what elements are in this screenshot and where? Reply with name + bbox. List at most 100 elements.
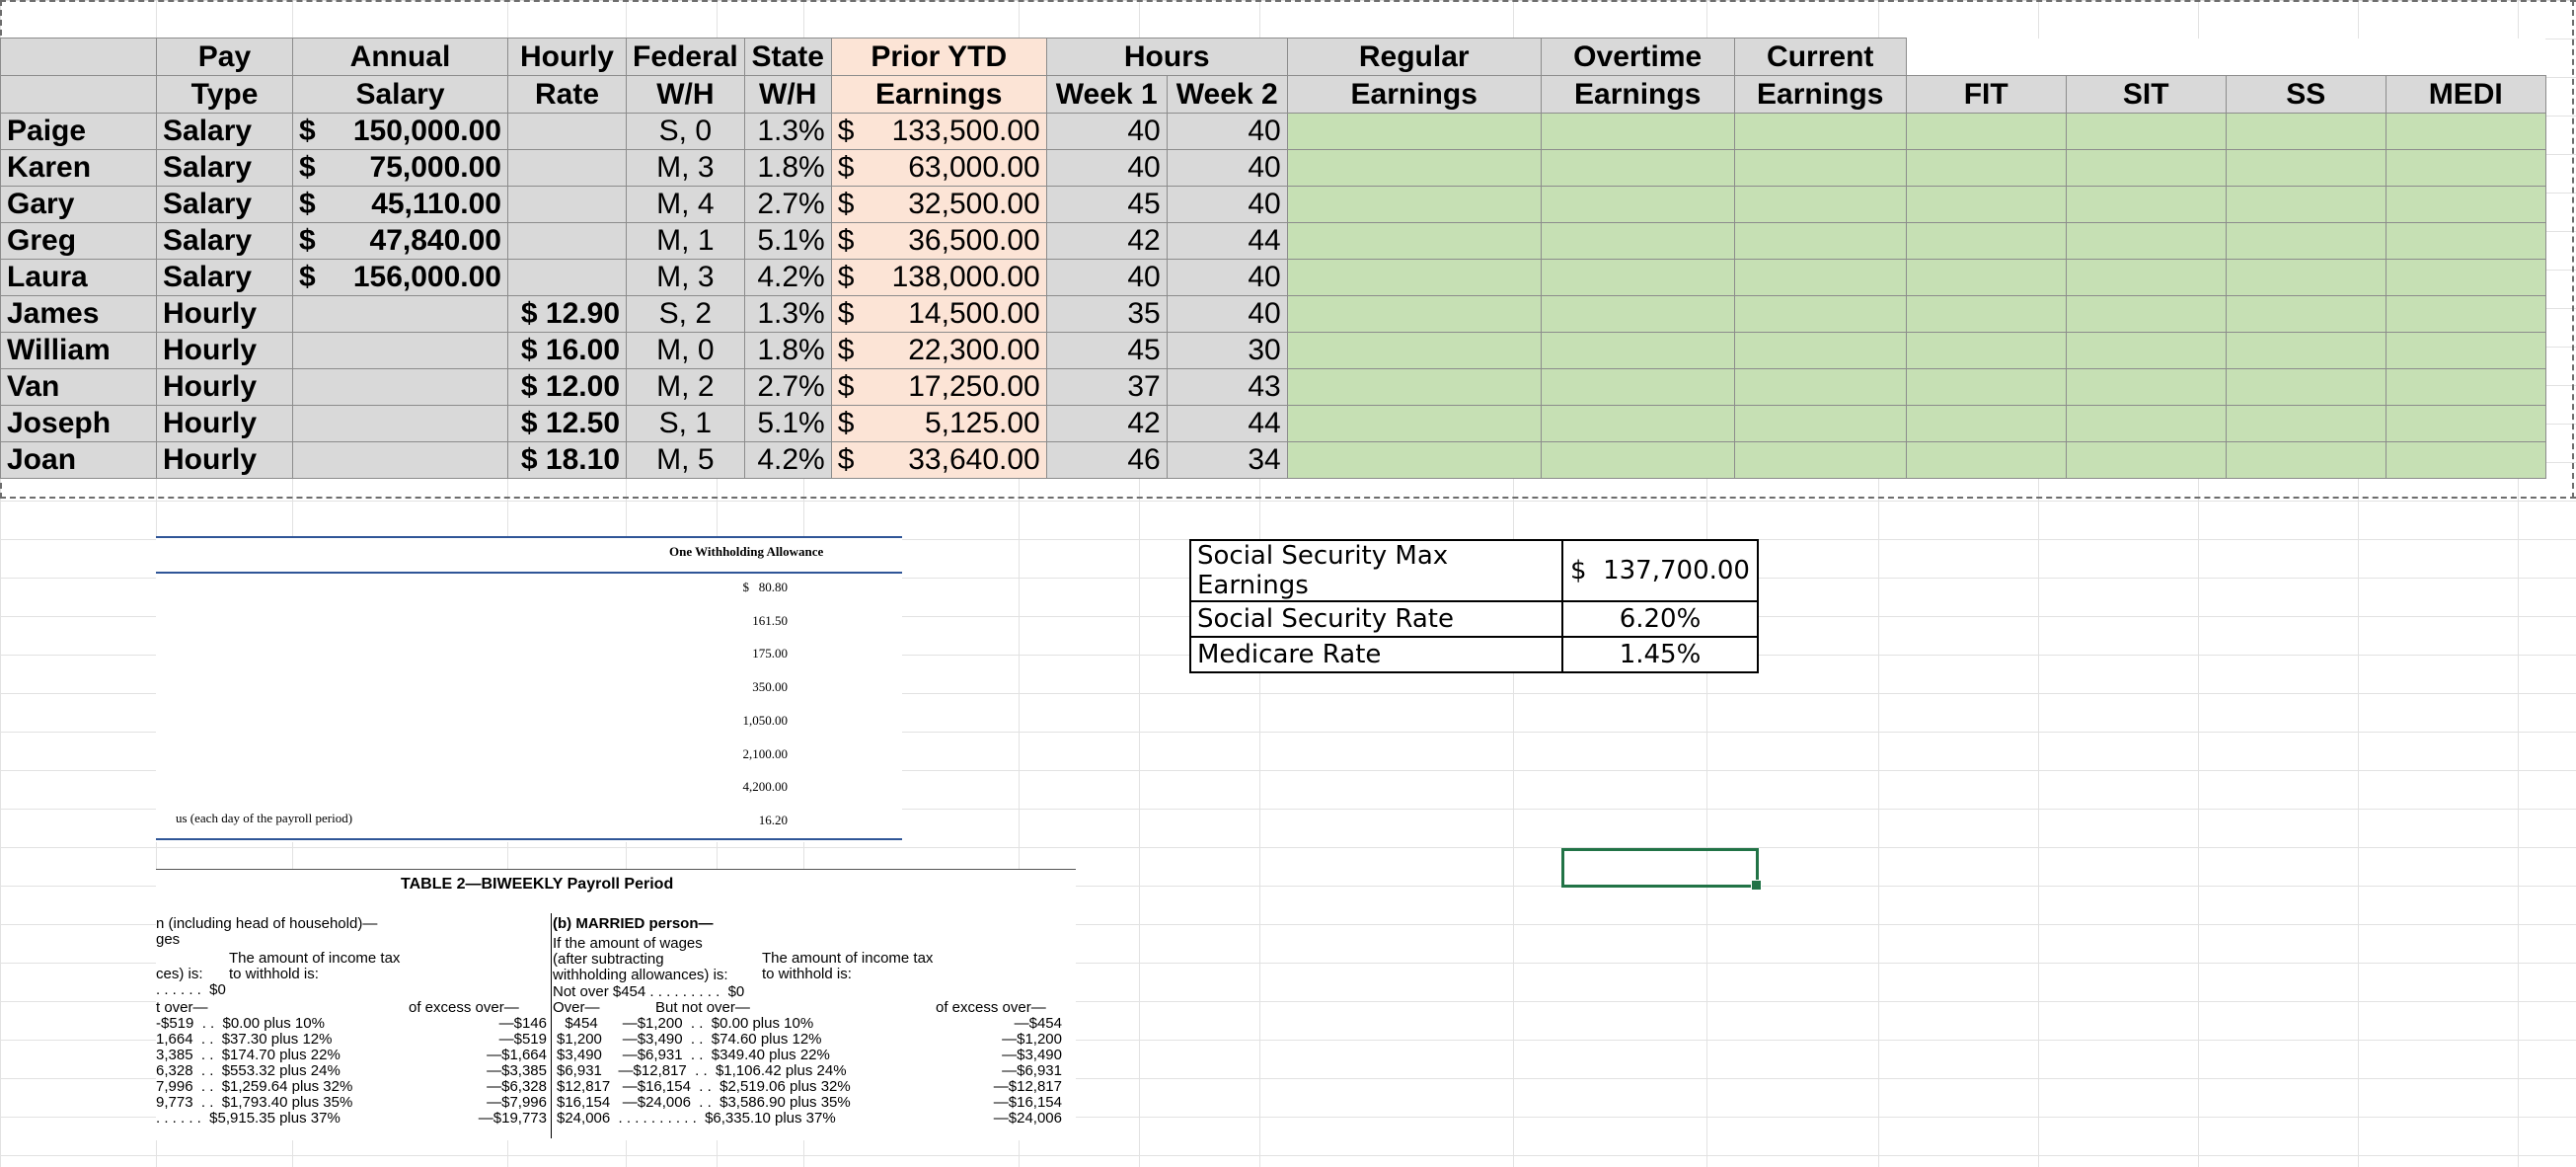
ss-cell[interactable] [2225,441,2387,479]
regular-earnings-cell[interactable] [1286,113,1542,150]
medi-cell[interactable] [2385,149,2546,187]
pay-type-cell[interactable]: Salary [156,186,293,223]
current-earnings-cell[interactable] [1733,259,1907,296]
annual-salary-cell[interactable] [292,295,508,333]
blank-cell[interactable] [1906,38,2067,76]
state-wh-cell[interactable]: 5.1% [743,405,832,442]
overtime-earnings-cell[interactable] [1540,332,1735,369]
sit-cell[interactable] [2065,113,2227,150]
annual-salary-cell[interactable] [292,332,508,369]
sit-cell[interactable] [2065,259,2227,296]
annual-salary-cell[interactable]: $75,000.00 [292,149,508,187]
prior-ytd-cell[interactable]: $22,300.00 [830,332,1047,369]
current-earnings-cell[interactable] [1733,113,1907,150]
hourly-rate-cell[interactable]: $ 12.50 [507,405,627,442]
ss-label[interactable]: Medicare Rate [1189,636,1563,673]
sit-cell[interactable] [2065,186,2227,223]
header-regular-2[interactable]: Earnings [1286,75,1542,114]
header-week1[interactable]: Week 1 [1045,75,1168,114]
week1-hours-cell[interactable]: 42 [1045,222,1168,260]
fill-handle[interactable] [1751,880,1762,891]
week1-hours-cell[interactable]: 40 [1045,149,1168,187]
ss-cell[interactable] [2225,113,2387,150]
blank-cell[interactable] [2066,38,2227,76]
ss-cell[interactable] [2225,259,2387,296]
header-regular[interactable]: Regular [1286,38,1542,76]
week2-hours-cell[interactable]: 43 [1166,368,1288,406]
current-earnings-cell[interactable] [1733,295,1907,333]
annual-salary-cell[interactable]: $150,000.00 [292,113,508,150]
fit-cell[interactable] [1905,186,2067,223]
fit-cell[interactable] [1905,405,2067,442]
week1-hours-cell[interactable]: 46 [1045,441,1168,479]
sit-cell[interactable] [2065,368,2227,406]
week2-hours-cell[interactable]: 44 [1166,222,1288,260]
employee-name[interactable]: William [0,332,157,369]
sit-cell[interactable] [2065,222,2227,260]
hourly-rate-cell[interactable]: $ 12.00 [507,368,627,406]
blank-cell[interactable] [2226,38,2387,76]
employee-name[interactable]: Greg [0,222,157,260]
prior-ytd-cell[interactable]: $36,500.00 [830,222,1047,260]
medi-cell[interactable] [2385,332,2546,369]
header-annual-salary[interactable]: Annual [292,38,508,76]
annual-salary-cell[interactable]: $45,110.00 [292,186,508,223]
federal-wh-cell[interactable]: S, 2 [626,295,745,333]
header-current[interactable]: Current [1733,38,1907,76]
pay-type-cell[interactable]: Hourly [156,332,293,369]
week2-hours-cell[interactable]: 40 [1166,149,1288,187]
state-wh-cell[interactable]: 1.3% [743,295,832,333]
prior-ytd-cell[interactable]: $138,000.00 [830,259,1047,296]
week2-hours-cell[interactable]: 40 [1166,186,1288,223]
sit-cell[interactable] [2065,295,2227,333]
medi-cell[interactable] [2385,405,2546,442]
employee-name[interactable]: Joseph [0,405,157,442]
current-earnings-cell[interactable] [1733,441,1907,479]
pay-type-cell[interactable]: Salary [156,113,293,150]
sit-cell[interactable] [2065,149,2227,187]
employee-name[interactable]: Gary [0,186,157,223]
ss-label[interactable]: Social Security Rate [1189,600,1563,638]
ss-cell[interactable] [2225,222,2387,260]
state-wh-cell[interactable]: 5.1% [743,222,832,260]
header-overtime[interactable]: Overtime [1540,38,1735,76]
ss-cell[interactable] [2225,186,2387,223]
regular-earnings-cell[interactable] [1286,186,1542,223]
fit-cell[interactable] [1905,368,2067,406]
medi-cell[interactable] [2385,368,2546,406]
federal-wh-cell[interactable]: M, 0 [626,332,745,369]
regular-earnings-cell[interactable] [1286,368,1542,406]
hourly-rate-cell[interactable]: $ 12.90 [507,295,627,333]
header-fit[interactable]: FIT [1905,75,2067,114]
ss-value[interactable]: 6.20% [1561,600,1759,638]
week1-hours-cell[interactable]: 45 [1045,332,1168,369]
selected-cell[interactable] [1561,848,1762,891]
employee-name[interactable]: Karen [0,149,157,187]
federal-wh-cell[interactable]: M, 3 [626,259,745,296]
week1-hours-cell[interactable]: 45 [1045,186,1168,223]
current-earnings-cell[interactable] [1733,405,1907,442]
regular-earnings-cell[interactable] [1286,149,1542,187]
employee-name[interactable]: Van [0,368,157,406]
overtime-earnings-cell[interactable] [1540,441,1735,479]
week2-hours-cell[interactable]: 40 [1166,259,1288,296]
hourly-rate-cell[interactable]: $ 18.10 [507,441,627,479]
ss-cell[interactable] [2225,368,2387,406]
federal-wh-cell[interactable]: M, 4 [626,186,745,223]
medi-cell[interactable] [2385,186,2546,223]
regular-earnings-cell[interactable] [1286,259,1542,296]
fit-cell[interactable] [1905,295,2067,333]
header-annual-salary-2[interactable]: Salary [292,75,508,114]
annual-salary-cell[interactable] [292,441,508,479]
ss-cell[interactable] [2225,405,2387,442]
employee-name[interactable]: Paige [0,113,157,150]
header-federal-wh[interactable]: Federal [626,38,745,76]
fit-cell[interactable] [1905,113,2067,150]
header-week2[interactable]: Week 2 [1166,75,1288,114]
employee-name[interactable]: Laura [0,259,157,296]
fit-cell[interactable] [1905,441,2067,479]
overtime-earnings-cell[interactable] [1540,113,1735,150]
pay-type-cell[interactable]: Hourly [156,295,293,333]
federal-wh-cell[interactable]: M, 3 [626,149,745,187]
prior-ytd-cell[interactable]: $133,500.00 [830,113,1047,150]
